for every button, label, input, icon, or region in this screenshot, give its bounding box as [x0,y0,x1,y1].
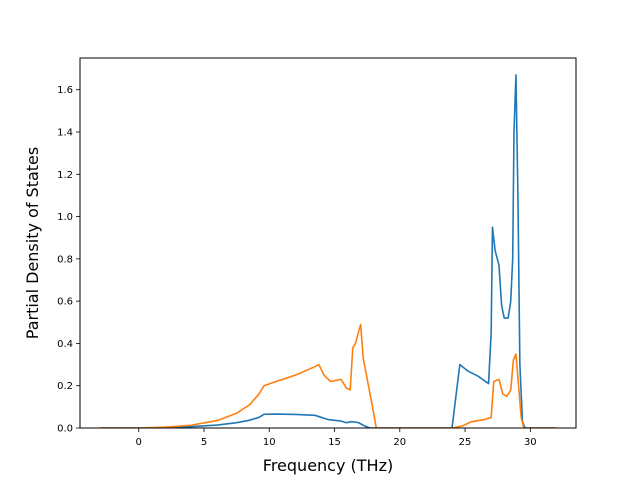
x-tick-label: 15 [328,437,341,448]
series-line-2 [99,323,557,428]
series-line-1 [99,74,557,428]
y-axis-ticks: 0.0 0.2 0.4 0.6 0.8 1.0 1.2 1.4 1.6 [57,85,80,435]
series-layer [99,74,557,428]
y-tick-label: 0.2 [57,381,73,392]
x-tick-label: 0 [136,437,142,448]
y-tick-label: 0.6 [57,297,73,308]
y-tick-label: 0.0 [57,424,73,435]
x-axis-title: Frequency (THz) [263,456,393,475]
x-tick-label: 25 [459,437,472,448]
y-tick-label: 1.6 [57,85,73,96]
y-tick-label: 1.4 [57,128,73,139]
plot-frame [79,57,577,429]
x-tick-label: 20 [393,437,406,448]
x-tick-label: 5 [201,437,207,448]
x-tick-label: 30 [524,437,537,448]
y-axis-title: Partial Density of States [23,147,42,339]
x-axis-ticks: 0 5 10 15 20 25 30 [136,428,537,448]
y-tick-label: 1.0 [57,212,73,223]
y-tick-label: 1.2 [57,170,73,181]
x-tick-label: 10 [263,437,276,448]
y-tick-label: 0.8 [57,254,73,265]
y-tick-label: 0.4 [57,339,73,350]
